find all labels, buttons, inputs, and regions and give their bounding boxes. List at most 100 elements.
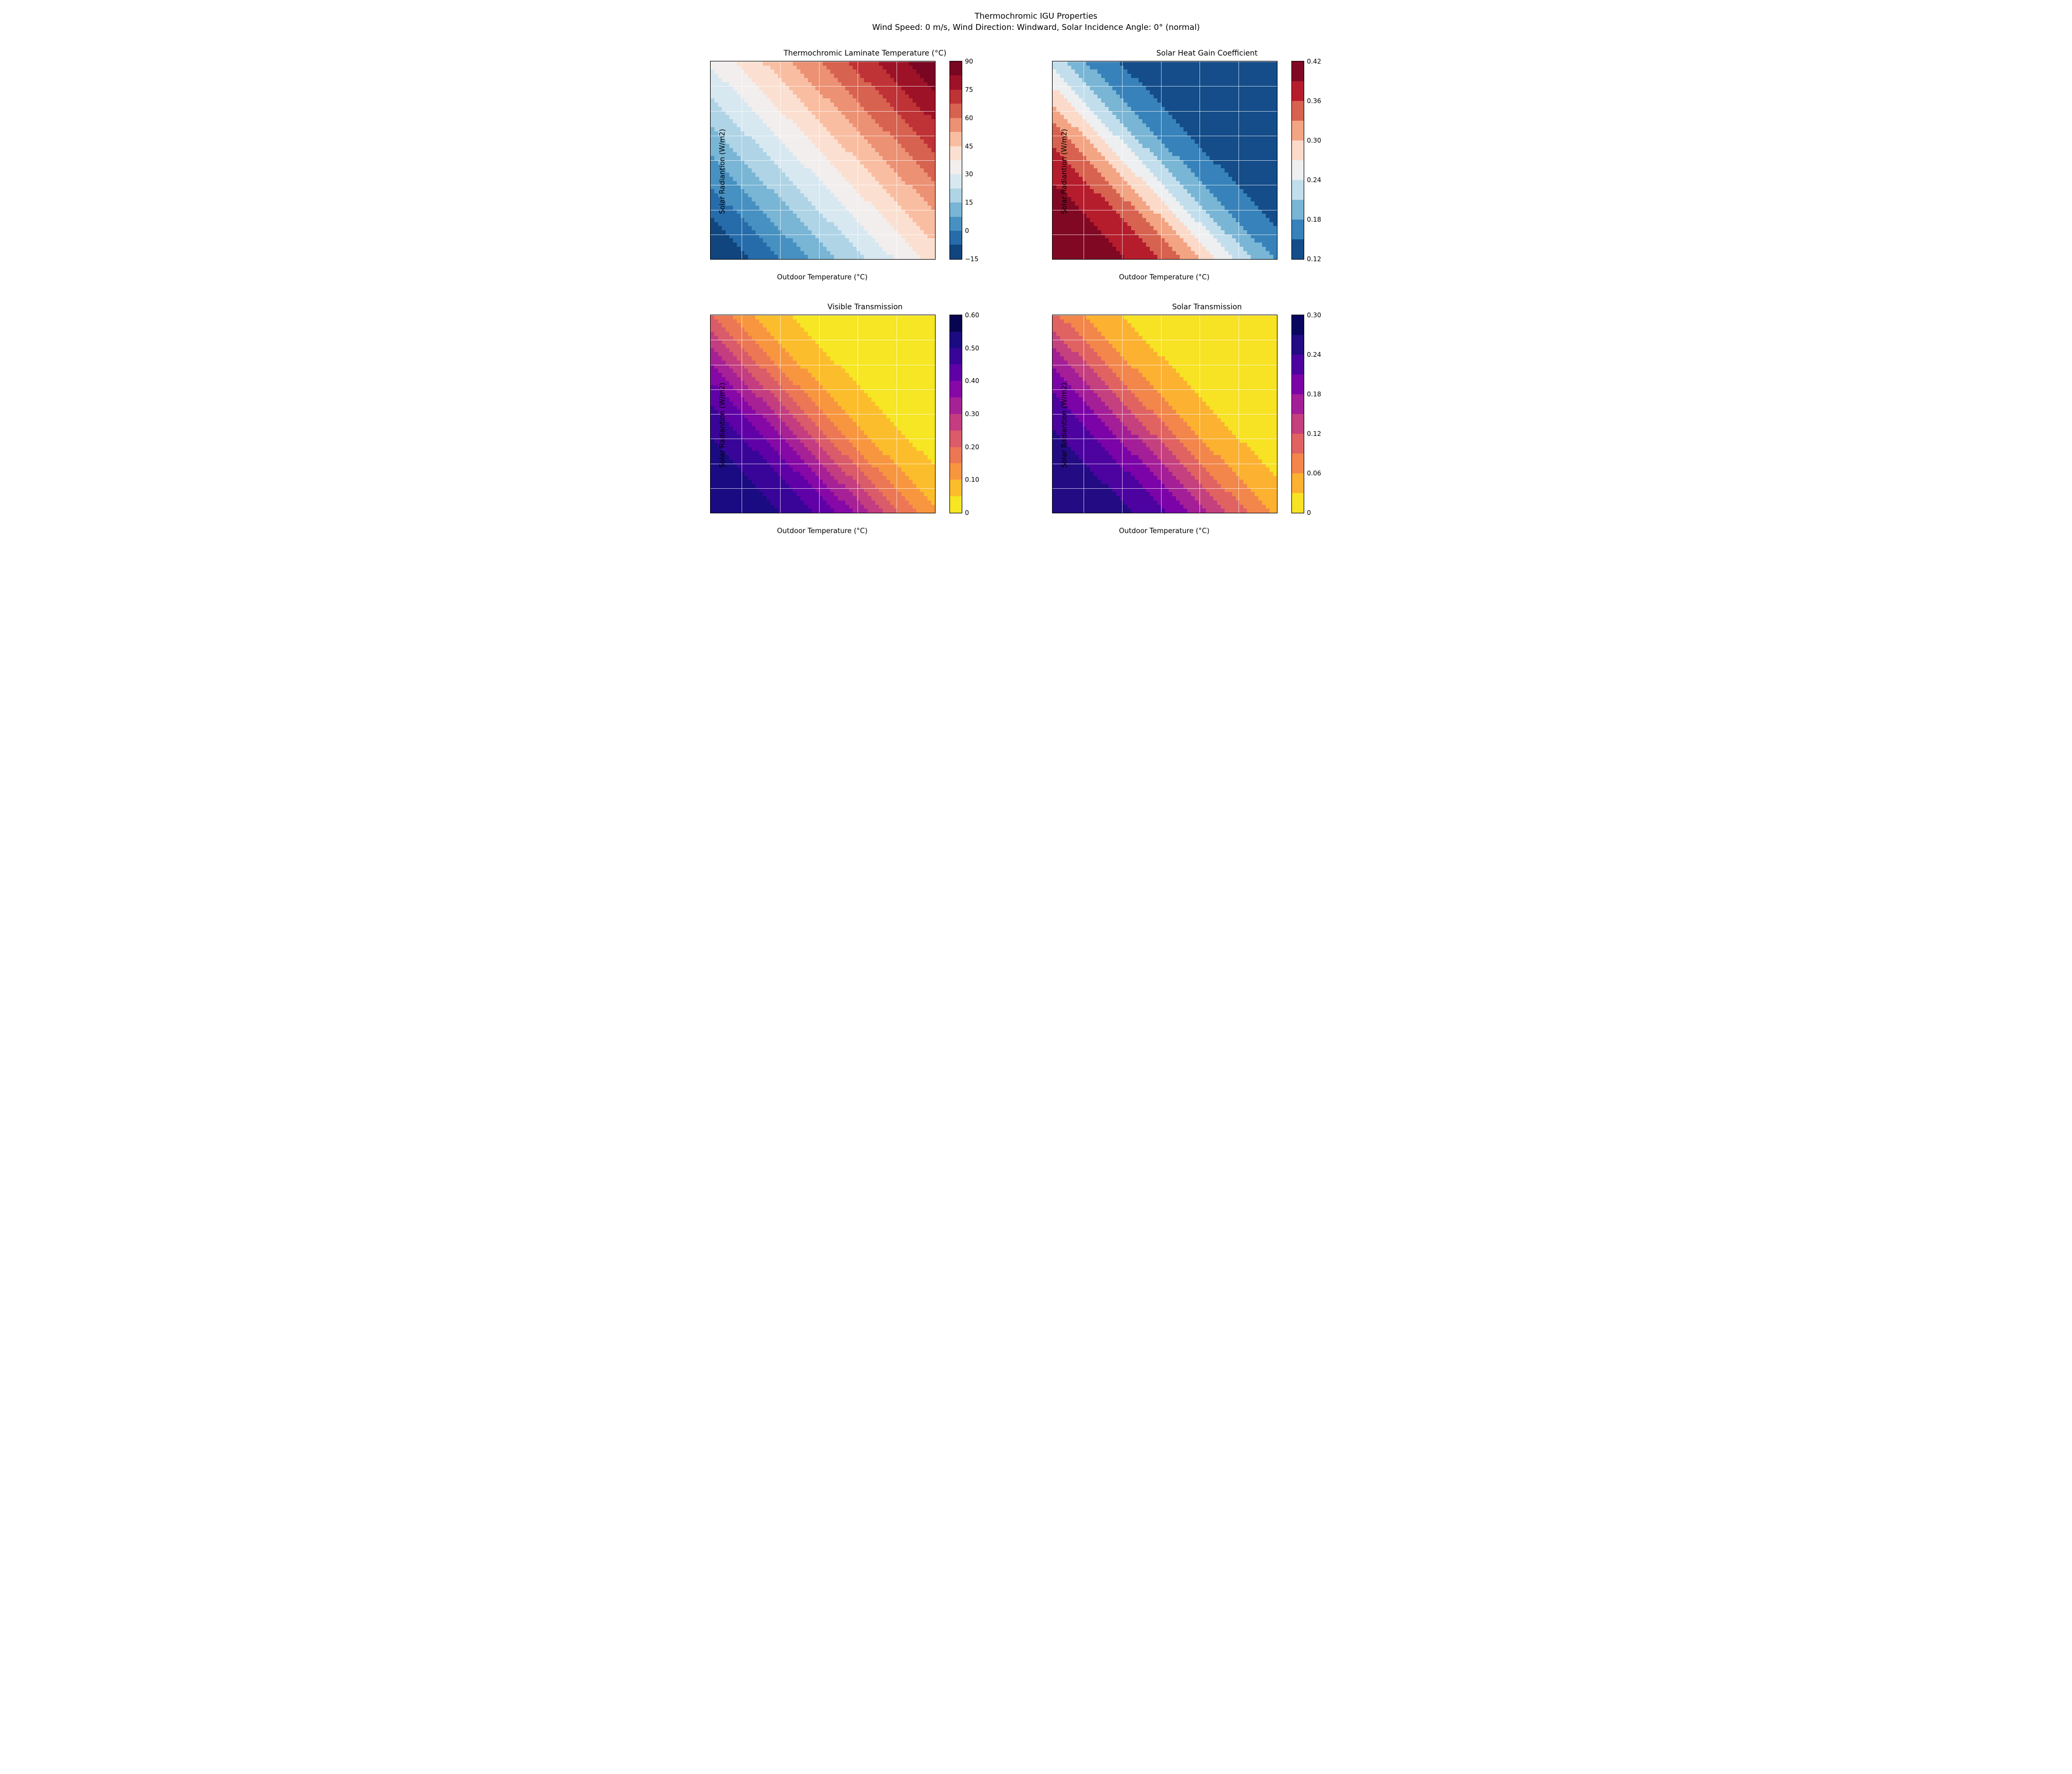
ylabel: Solar Radiantion (W/m2) bbox=[1061, 129, 1069, 214]
colorbar-segment bbox=[950, 217, 962, 231]
colorbar-tick-label: 0.30 bbox=[962, 410, 979, 418]
colorbar-segment bbox=[950, 104, 962, 118]
colorbar-tick-label: 0.18 bbox=[1304, 216, 1321, 223]
ytick-label: 0 bbox=[710, 255, 711, 260]
ytick-label: 100 bbox=[1052, 231, 1053, 238]
colorbar-segment bbox=[950, 431, 962, 447]
xtick-label: 40 bbox=[1273, 259, 1278, 260]
ytick-label: 300 bbox=[710, 181, 711, 189]
subplot-shgc: Solar Heat Gain Coefficient−100102030400… bbox=[1052, 49, 1362, 282]
colorbar-segment bbox=[1292, 493, 1304, 513]
colorbar-tick-label: 0.42 bbox=[1304, 58, 1321, 65]
colorbar-segment bbox=[950, 160, 962, 174]
gridline-horizontal bbox=[1053, 488, 1277, 489]
colorbar-tick-label: 0 bbox=[1304, 509, 1311, 517]
ytick-label: 800 bbox=[710, 61, 711, 65]
colorbar-segment bbox=[1292, 335, 1304, 355]
subplot-title: Solar Heat Gain Coefficient bbox=[1052, 49, 1362, 58]
colorbar-tick-label: 0.24 bbox=[1304, 351, 1321, 358]
colorbar-segment bbox=[1292, 81, 1304, 101]
ytick-label: 100 bbox=[1052, 484, 1053, 492]
subplot-grid: Thermochromic Laminate Temperature (°C) −… bbox=[710, 49, 1362, 535]
colorbar-tick-label: 0.30 bbox=[1304, 137, 1321, 144]
colorbar-tick-label: 90 bbox=[962, 58, 973, 65]
colorbar-tick-label: 0.12 bbox=[1304, 255, 1321, 263]
xtick-label: 30 bbox=[892, 259, 900, 260]
gridline-horizontal bbox=[711, 389, 935, 390]
colorbar-tick-label: 0.30 bbox=[1304, 311, 1321, 319]
ytick-label: 300 bbox=[710, 435, 711, 442]
gridline-horizontal bbox=[711, 160, 935, 161]
ytick-label: 500 bbox=[710, 132, 711, 139]
colorbar-segment bbox=[1292, 239, 1304, 259]
plot-area: −100102030400100200300400500600700800 bbox=[1052, 315, 1278, 513]
gridline-horizontal bbox=[1053, 160, 1277, 161]
plot-area: −100102030400100200300400500600700800 bbox=[710, 61, 936, 260]
plot-area: −100102030400100200300400500600700800 bbox=[710, 315, 936, 513]
xtick-label: 10 bbox=[815, 259, 823, 260]
axes: −100102030400100200300400500600700800Sol… bbox=[1052, 61, 1278, 282]
colorbar-track: −150153045607590 bbox=[949, 61, 962, 260]
ytick-label: 600 bbox=[1052, 361, 1053, 369]
colorbar-segment bbox=[950, 174, 962, 188]
suptitle-line-2: Wind Speed: 0 m/s, Wind Direction: Windw… bbox=[710, 22, 1362, 33]
xlabel: Outdoor Temperature (°C) bbox=[1052, 273, 1276, 282]
colorbar-tick-label: 0 bbox=[962, 227, 969, 235]
subplot-title: Solar Transmission bbox=[1052, 303, 1362, 311]
colorbar-segment bbox=[950, 90, 962, 104]
colorbar-segment bbox=[1292, 101, 1304, 121]
gridline-horizontal bbox=[1053, 389, 1277, 390]
subplot-title: Visible Transmission bbox=[710, 303, 1020, 311]
colorbar-segment bbox=[1292, 454, 1304, 473]
gridline-horizontal bbox=[1053, 61, 1277, 62]
ytick-label: 800 bbox=[1052, 61, 1053, 65]
colorbar-segment bbox=[1292, 355, 1304, 374]
gridline-vertical bbox=[1277, 315, 1278, 513]
xtick-label: 40 bbox=[931, 259, 936, 260]
gridline-horizontal bbox=[711, 414, 935, 415]
colorbar-segment bbox=[950, 146, 962, 160]
colorbar-tick-label: 0.20 bbox=[962, 443, 979, 451]
colorbar-track: 0.120.180.240.300.360.42 bbox=[1291, 61, 1304, 260]
xtick-label: 0 bbox=[778, 259, 783, 260]
colorbar-tick-label: 0.40 bbox=[962, 377, 979, 385]
xlabel: Outdoor Temperature (°C) bbox=[1052, 527, 1276, 535]
gridline-vertical bbox=[1277, 61, 1278, 259]
colorbar-segment bbox=[950, 463, 962, 480]
subplot-title: Thermochromic Laminate Temperature (°C) bbox=[710, 49, 1020, 58]
axes: −100102030400100200300400500600700800Sol… bbox=[1052, 315, 1278, 535]
ytick-label: 300 bbox=[1052, 181, 1053, 189]
colorbar-segment bbox=[950, 414, 962, 431]
colorbar-segment bbox=[1292, 315, 1304, 335]
xtick-label: 10 bbox=[1157, 259, 1165, 260]
colorbar-segment bbox=[950, 75, 962, 89]
colorbar-tick-label: 0 bbox=[962, 509, 969, 517]
colorbar-segment bbox=[950, 381, 962, 397]
ytick-label: 800 bbox=[1052, 315, 1053, 319]
ytick-label: 300 bbox=[1052, 435, 1053, 442]
colorbar-segment bbox=[950, 447, 962, 464]
colorbar-segment bbox=[950, 189, 962, 202]
ytick-label: 200 bbox=[1052, 460, 1053, 467]
colorbar-tick-label: 75 bbox=[962, 86, 973, 93]
ytick-label: 500 bbox=[1052, 132, 1053, 139]
ytick-label: 400 bbox=[710, 410, 711, 418]
colorbar-segment bbox=[950, 132, 962, 146]
gridline-vertical bbox=[935, 61, 936, 259]
suptitle-line-1: Thermochromic IGU Properties bbox=[710, 11, 1362, 22]
colorbar-segment bbox=[950, 202, 962, 216]
colorbar-tick-label: 0.36 bbox=[1304, 97, 1321, 105]
gridline-horizontal bbox=[711, 86, 935, 87]
xlabel: Outdoor Temperature (°C) bbox=[710, 527, 934, 535]
ytick-label: 800 bbox=[710, 315, 711, 319]
subplot-tvis: Visible Transmission−1001020304001002003… bbox=[710, 303, 1020, 535]
colorbar-segment bbox=[950, 245, 962, 259]
ylabel: Solar Radiantion (W/m2) bbox=[1061, 382, 1069, 467]
colorbar-track: 00.100.200.300.400.500.60 bbox=[949, 315, 962, 513]
colorbar-segment bbox=[950, 118, 962, 132]
colorbar: 0.120.180.240.300.360.42 bbox=[1291, 61, 1304, 282]
colorbar-tick-label: 0.60 bbox=[962, 311, 979, 319]
ytick-label: 200 bbox=[710, 206, 711, 214]
colorbar-segment bbox=[1292, 61, 1304, 81]
colorbar-tick-label: 60 bbox=[962, 114, 973, 122]
